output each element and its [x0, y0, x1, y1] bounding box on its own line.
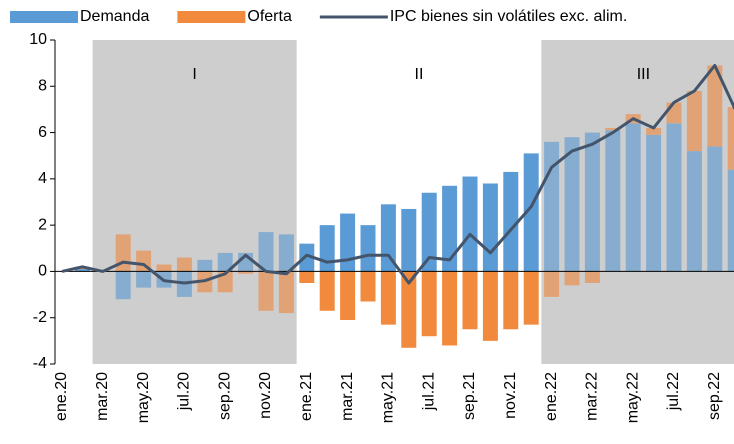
- y-tick-label: 10: [29, 31, 47, 48]
- x-tick-label: may.20: [135, 372, 152, 423]
- region-label: III: [637, 66, 650, 83]
- bar: [584, 271, 600, 283]
- bar: [707, 65, 723, 147]
- y-tick-label: 8: [38, 78, 47, 95]
- bar: [217, 271, 233, 293]
- bar: [523, 153, 539, 272]
- bar: [421, 192, 437, 272]
- region-overlay: [541, 40, 734, 364]
- bar: [564, 137, 580, 272]
- legend-label: Oferta: [247, 8, 292, 25]
- bar: [544, 271, 560, 297]
- bar: [686, 151, 702, 272]
- bar: [299, 271, 315, 283]
- bar: [482, 271, 498, 341]
- bar: [442, 271, 458, 346]
- x-tick-label: ene.20: [53, 372, 70, 421]
- bar: [319, 271, 335, 311]
- y-tick-label: 4: [38, 170, 47, 187]
- x-tick-label: may.21: [380, 372, 397, 423]
- y-tick-label: 6: [38, 124, 47, 141]
- bar: [115, 271, 131, 300]
- legend-swatch: [10, 11, 78, 23]
- x-tick-label: mar.20: [94, 372, 111, 421]
- bar: [380, 271, 396, 325]
- bar: [503, 271, 519, 330]
- bar: [564, 271, 580, 286]
- bar: [360, 271, 376, 302]
- bar: [299, 243, 315, 272]
- bar: [605, 130, 621, 272]
- x-tick-label: mar.22: [584, 372, 601, 421]
- bar: [278, 271, 294, 314]
- x-tick-label: sep.22: [706, 372, 723, 420]
- bar: [217, 252, 233, 272]
- y-tick-label: -4: [33, 355, 47, 372]
- x-tick-label: sep.20: [216, 372, 233, 420]
- bar: [176, 257, 192, 272]
- legend-label: IPC bienes sin volátiles exc. alim.: [390, 8, 627, 25]
- bar: [727, 107, 734, 170]
- bar: [462, 176, 478, 272]
- bar: [727, 169, 734, 272]
- bar: [278, 234, 294, 272]
- x-tick-label: jul.21: [420, 372, 437, 411]
- y-tick-label: -2: [33, 309, 47, 326]
- legend-label: Demanda: [80, 8, 149, 25]
- x-tick-label: nov.21: [502, 372, 519, 419]
- bar: [646, 134, 662, 272]
- bar: [340, 271, 356, 321]
- bar: [707, 146, 723, 272]
- bar: [686, 90, 702, 152]
- bar: [442, 185, 458, 272]
- bar: [401, 271, 417, 348]
- bar: [503, 171, 519, 272]
- y-tick-label: 0: [38, 263, 47, 280]
- x-tick-label: sep.21: [461, 372, 478, 420]
- y-tick-label: 2: [38, 216, 47, 233]
- x-tick-label: jul.22: [665, 372, 682, 411]
- bar: [360, 225, 376, 272]
- x-tick-label: ene.21: [298, 372, 315, 421]
- x-tick-label: may.22: [624, 372, 641, 423]
- bar: [401, 208, 417, 272]
- bar: [482, 183, 498, 272]
- bar: [197, 259, 213, 272]
- region-overlay: [92, 40, 297, 364]
- bar: [666, 123, 682, 272]
- bar: [74, 269, 90, 272]
- x-tick-label: mar.21: [339, 372, 356, 421]
- bar: [523, 271, 539, 325]
- bar: [258, 232, 274, 272]
- region-label: I: [192, 66, 196, 83]
- bar: [136, 271, 152, 288]
- bar: [646, 127, 662, 135]
- bar: [462, 271, 478, 330]
- x-tick-label: nov.20: [257, 372, 274, 419]
- bar: [584, 132, 600, 272]
- x-tick-label: ene.22: [543, 372, 560, 421]
- bar: [238, 271, 254, 274]
- bar: [605, 127, 621, 131]
- bar: [340, 213, 356, 272]
- bar: [156, 264, 172, 272]
- bar: [421, 271, 437, 337]
- line: [61, 63, 734, 285]
- x-tick-label: jul.20: [176, 372, 193, 411]
- region-label: II: [415, 66, 424, 83]
- bar: [319, 225, 335, 272]
- bar: [625, 123, 641, 272]
- bar: [258, 271, 274, 311]
- legend-swatch: [177, 11, 246, 23]
